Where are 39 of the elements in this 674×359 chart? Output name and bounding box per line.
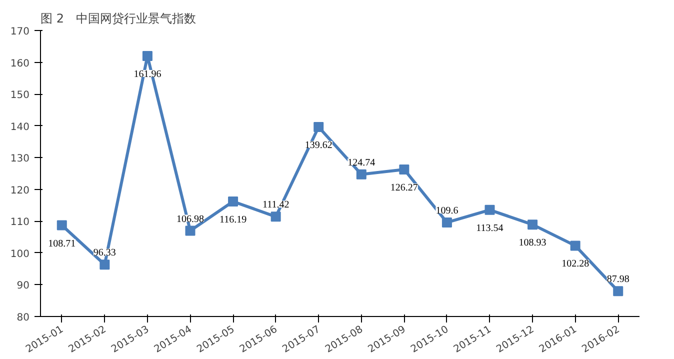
data-label: 139.62 bbox=[304, 140, 332, 152]
data-label: 102.28 bbox=[562, 258, 590, 270]
y-tick-label: 80 bbox=[16, 312, 30, 324]
data-label: 126.27 bbox=[390, 182, 418, 194]
point bbox=[185, 226, 196, 236]
point bbox=[528, 220, 538, 230]
y-tick-label: 150 bbox=[10, 90, 30, 102]
data-label: 113.54 bbox=[476, 222, 504, 234]
data-label: 108.71 bbox=[48, 238, 76, 250]
point bbox=[399, 164, 410, 174]
point bbox=[142, 51, 152, 62]
y-tick-label: 120 bbox=[10, 185, 30, 196]
y-tick-label: 90 bbox=[16, 280, 30, 292]
point bbox=[484, 204, 495, 215]
point bbox=[613, 286, 624, 296]
y-tick-label: 100 bbox=[10, 248, 30, 260]
data-label: 96.33 bbox=[93, 248, 116, 259]
data-label: 116.19 bbox=[219, 214, 247, 226]
data-label: 111.42 bbox=[262, 200, 290, 211]
point bbox=[100, 260, 110, 270]
y-tick-label: 170 bbox=[10, 26, 30, 38]
point bbox=[314, 122, 324, 132]
point bbox=[442, 217, 452, 228]
data-label: 106.98 bbox=[176, 214, 204, 225]
point bbox=[270, 212, 281, 222]
point bbox=[56, 220, 67, 230]
y-tick-label: 110 bbox=[10, 217, 30, 228]
point bbox=[228, 196, 238, 206]
data-label: 161.96 bbox=[134, 69, 162, 80]
data-label: 108.93 bbox=[518, 238, 546, 249]
data-label: 109.6 bbox=[436, 205, 458, 216]
data-label: 124.74 bbox=[348, 157, 376, 168]
y-tick-label: 160 bbox=[10, 58, 30, 70]
point bbox=[570, 240, 580, 251]
chart-title: 图 2 中国网贷行业景气指数 bbox=[40, 12, 196, 26]
y-tick-label: 130 bbox=[10, 154, 30, 165]
data-label: 87.98 bbox=[606, 274, 630, 286]
point bbox=[356, 169, 366, 180]
y-tick-label: 140 bbox=[10, 122, 30, 133]
